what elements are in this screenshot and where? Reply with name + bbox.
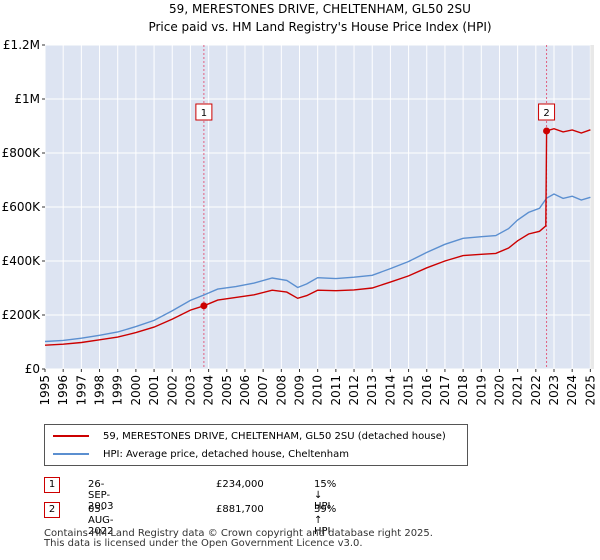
chart-title: 59, MERESTONES DRIVE, CHELTENHAM, GL50 2… [169,2,471,16]
x-tick-label: 2002 [165,375,179,406]
sale-number-badge: 2 [44,502,60,518]
y-tick-label: £1.2M [3,38,40,52]
sale-hpi-change: 39% ↑ HPI [314,504,337,537]
y-tick-label: £400K [2,254,42,268]
sale-point [200,302,208,310]
price-chart: 59, MERESTONES DRIVE, CHELTENHAM, GL50 2… [2,2,598,406]
x-tick-label: 2004 [202,375,216,406]
sale-label-box [538,103,556,121]
x-tick-label: 2020 [492,375,506,406]
sale-label: 1 [201,108,207,119]
legend-item-property: 59, MERESTONES DRIVE, CHELTENHAM, GL50 2… [53,428,446,444]
x-tick-label: 1996 [56,375,70,406]
x-tick-label: 2015 [402,375,416,406]
y-tick-label: £800K [2,146,42,160]
series-line-hpi [44,193,591,343]
sale-date: 26-SEP-2003 [88,479,114,512]
footer-line-2: This data is licensed under the Open Gov… [44,538,363,549]
legend-swatch-blue [53,453,89,455]
series-lines [44,127,591,346]
x-tick-label: 2019 [474,375,488,406]
x-tick-label: 2007 [256,375,270,406]
x-tick-label: 2014 [383,375,397,406]
sale-price: £881,700 [216,504,264,515]
footer: Contains HM Land Registry data © Crown c… [44,529,433,549]
x-tick-label: 1999 [111,375,125,406]
x-tick-label: 2010 [311,375,325,406]
x-tick-label: 2005 [220,375,234,406]
x-tick-label: 2009 [293,375,307,406]
y-tick-label: £600K [2,200,42,214]
sale-label: 2 [543,108,549,119]
sale-number-badge: 1 [44,477,60,493]
sale-date: 05-AUG-2022 [88,504,114,537]
y-axis-ticks: £0 £200K £400K £600K £800K £1M £1.2M [2,38,45,376]
series-line-property [44,127,591,346]
legend-label-hpi: HPI: Average price, detached house, Chel… [103,448,349,460]
future-region [590,45,594,369]
footer-line-1: Contains HM Land Registry data © Crown c… [44,528,433,539]
x-tick-label: 2025 [583,375,597,406]
x-tick-label: 1998 [93,375,107,406]
sale-point [543,127,551,135]
x-tick-label: 2006 [238,375,252,406]
x-tick-label: 2000 [129,375,143,406]
legend-item-hpi: HPI: Average price, detached house, Chel… [53,446,349,462]
legend-swatch-red [53,435,89,437]
legend: 59, MERESTONES DRIVE, CHELTENHAM, GL50 2… [44,424,468,466]
x-axis-ticks: 1995 1996 1997 1998 1999 2000 2001 2002 2003 2004… [38,369,597,406]
grid-lines [44,44,594,370]
x-tick-label: 2008 [274,375,288,406]
x-tick-label: 2016 [420,375,434,406]
legend-label-property: 59, MERESTONES DRIVE, CHELTENHAM, GL50 2… [103,430,446,442]
x-tick-label: 2024 [565,375,579,406]
x-tick-label: 2023 [547,375,561,406]
x-tick-label: 2001 [147,375,161,406]
sale-price: £234,000 [216,479,264,490]
chart-subtitle: Price paid vs. HM Land Registry's House … [148,20,491,34]
x-tick-label: 2011 [329,375,343,406]
x-tick-label: 1997 [74,375,88,406]
y-tick-label: £1M [14,92,40,106]
x-tick-label: 2021 [511,375,525,406]
x-tick-label: 2003 [183,375,197,406]
hatch-region [590,45,594,369]
x-tick-label: 2012 [347,375,361,406]
x-tick-label: 2013 [365,375,379,406]
y-tick-label: £200K [2,308,42,322]
sale-label-box [195,103,213,121]
x-tick-label: 2018 [456,375,470,406]
x-tick-label: 1995 [38,375,52,406]
y-tick-label: £0 [25,362,40,376]
x-tick-label: 2022 [529,375,543,406]
sale-hpi-change: 15% ↓ HPI [314,479,337,512]
x-tick-label: 2017 [438,375,452,406]
